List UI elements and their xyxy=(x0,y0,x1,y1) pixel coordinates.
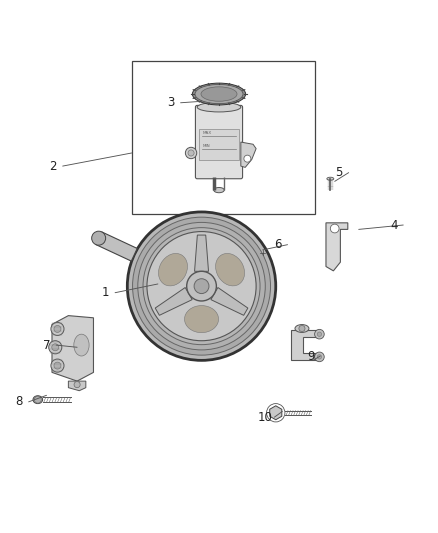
Ellipse shape xyxy=(184,305,219,333)
Polygon shape xyxy=(211,287,248,316)
Ellipse shape xyxy=(327,177,334,180)
Circle shape xyxy=(34,396,41,403)
Text: 5: 5 xyxy=(336,166,343,179)
Ellipse shape xyxy=(197,102,241,112)
Circle shape xyxy=(127,212,276,360)
Text: 10: 10 xyxy=(258,410,272,424)
Circle shape xyxy=(51,359,64,372)
Polygon shape xyxy=(95,232,137,261)
Circle shape xyxy=(330,224,339,233)
Circle shape xyxy=(147,231,256,341)
Bar xyxy=(132,61,315,214)
Text: 4: 4 xyxy=(390,219,397,231)
Ellipse shape xyxy=(195,84,243,103)
Text: 2: 2 xyxy=(49,159,57,173)
Ellipse shape xyxy=(207,90,231,98)
Ellipse shape xyxy=(92,231,106,245)
Polygon shape xyxy=(68,381,86,391)
Bar xyxy=(207,94,231,109)
FancyBboxPatch shape xyxy=(195,106,243,179)
Polygon shape xyxy=(326,223,348,271)
Ellipse shape xyxy=(261,251,264,254)
Text: MIN: MIN xyxy=(202,144,210,148)
Circle shape xyxy=(317,332,321,336)
Circle shape xyxy=(51,322,64,335)
Circle shape xyxy=(317,354,321,359)
Text: 8: 8 xyxy=(15,395,23,408)
Polygon shape xyxy=(155,287,192,316)
Circle shape xyxy=(49,341,62,354)
Circle shape xyxy=(74,382,80,387)
Circle shape xyxy=(138,222,265,350)
Circle shape xyxy=(54,326,61,333)
Ellipse shape xyxy=(215,253,244,286)
Circle shape xyxy=(299,326,305,332)
Circle shape xyxy=(133,217,271,355)
Circle shape xyxy=(314,329,324,339)
Ellipse shape xyxy=(295,325,309,333)
Circle shape xyxy=(244,155,251,162)
Ellipse shape xyxy=(214,188,224,193)
Circle shape xyxy=(187,271,216,301)
Text: 6: 6 xyxy=(274,238,282,251)
Polygon shape xyxy=(270,406,282,420)
Circle shape xyxy=(143,228,260,345)
Ellipse shape xyxy=(159,253,187,286)
Circle shape xyxy=(194,279,209,294)
Circle shape xyxy=(54,362,61,369)
Polygon shape xyxy=(291,330,319,360)
Ellipse shape xyxy=(192,83,246,105)
Ellipse shape xyxy=(201,87,237,101)
Text: 3: 3 xyxy=(167,96,175,109)
Circle shape xyxy=(52,344,59,351)
Polygon shape xyxy=(241,142,256,167)
Polygon shape xyxy=(194,235,208,271)
Text: 1: 1 xyxy=(102,286,109,299)
Text: 7: 7 xyxy=(43,338,50,352)
Circle shape xyxy=(185,147,197,159)
Bar xyxy=(199,129,239,159)
Circle shape xyxy=(314,352,324,362)
Text: 9: 9 xyxy=(307,350,314,362)
Circle shape xyxy=(188,150,194,156)
Ellipse shape xyxy=(74,334,89,356)
Ellipse shape xyxy=(33,395,42,403)
Text: MAX: MAX xyxy=(202,131,212,135)
Ellipse shape xyxy=(260,250,265,255)
Polygon shape xyxy=(52,316,93,381)
